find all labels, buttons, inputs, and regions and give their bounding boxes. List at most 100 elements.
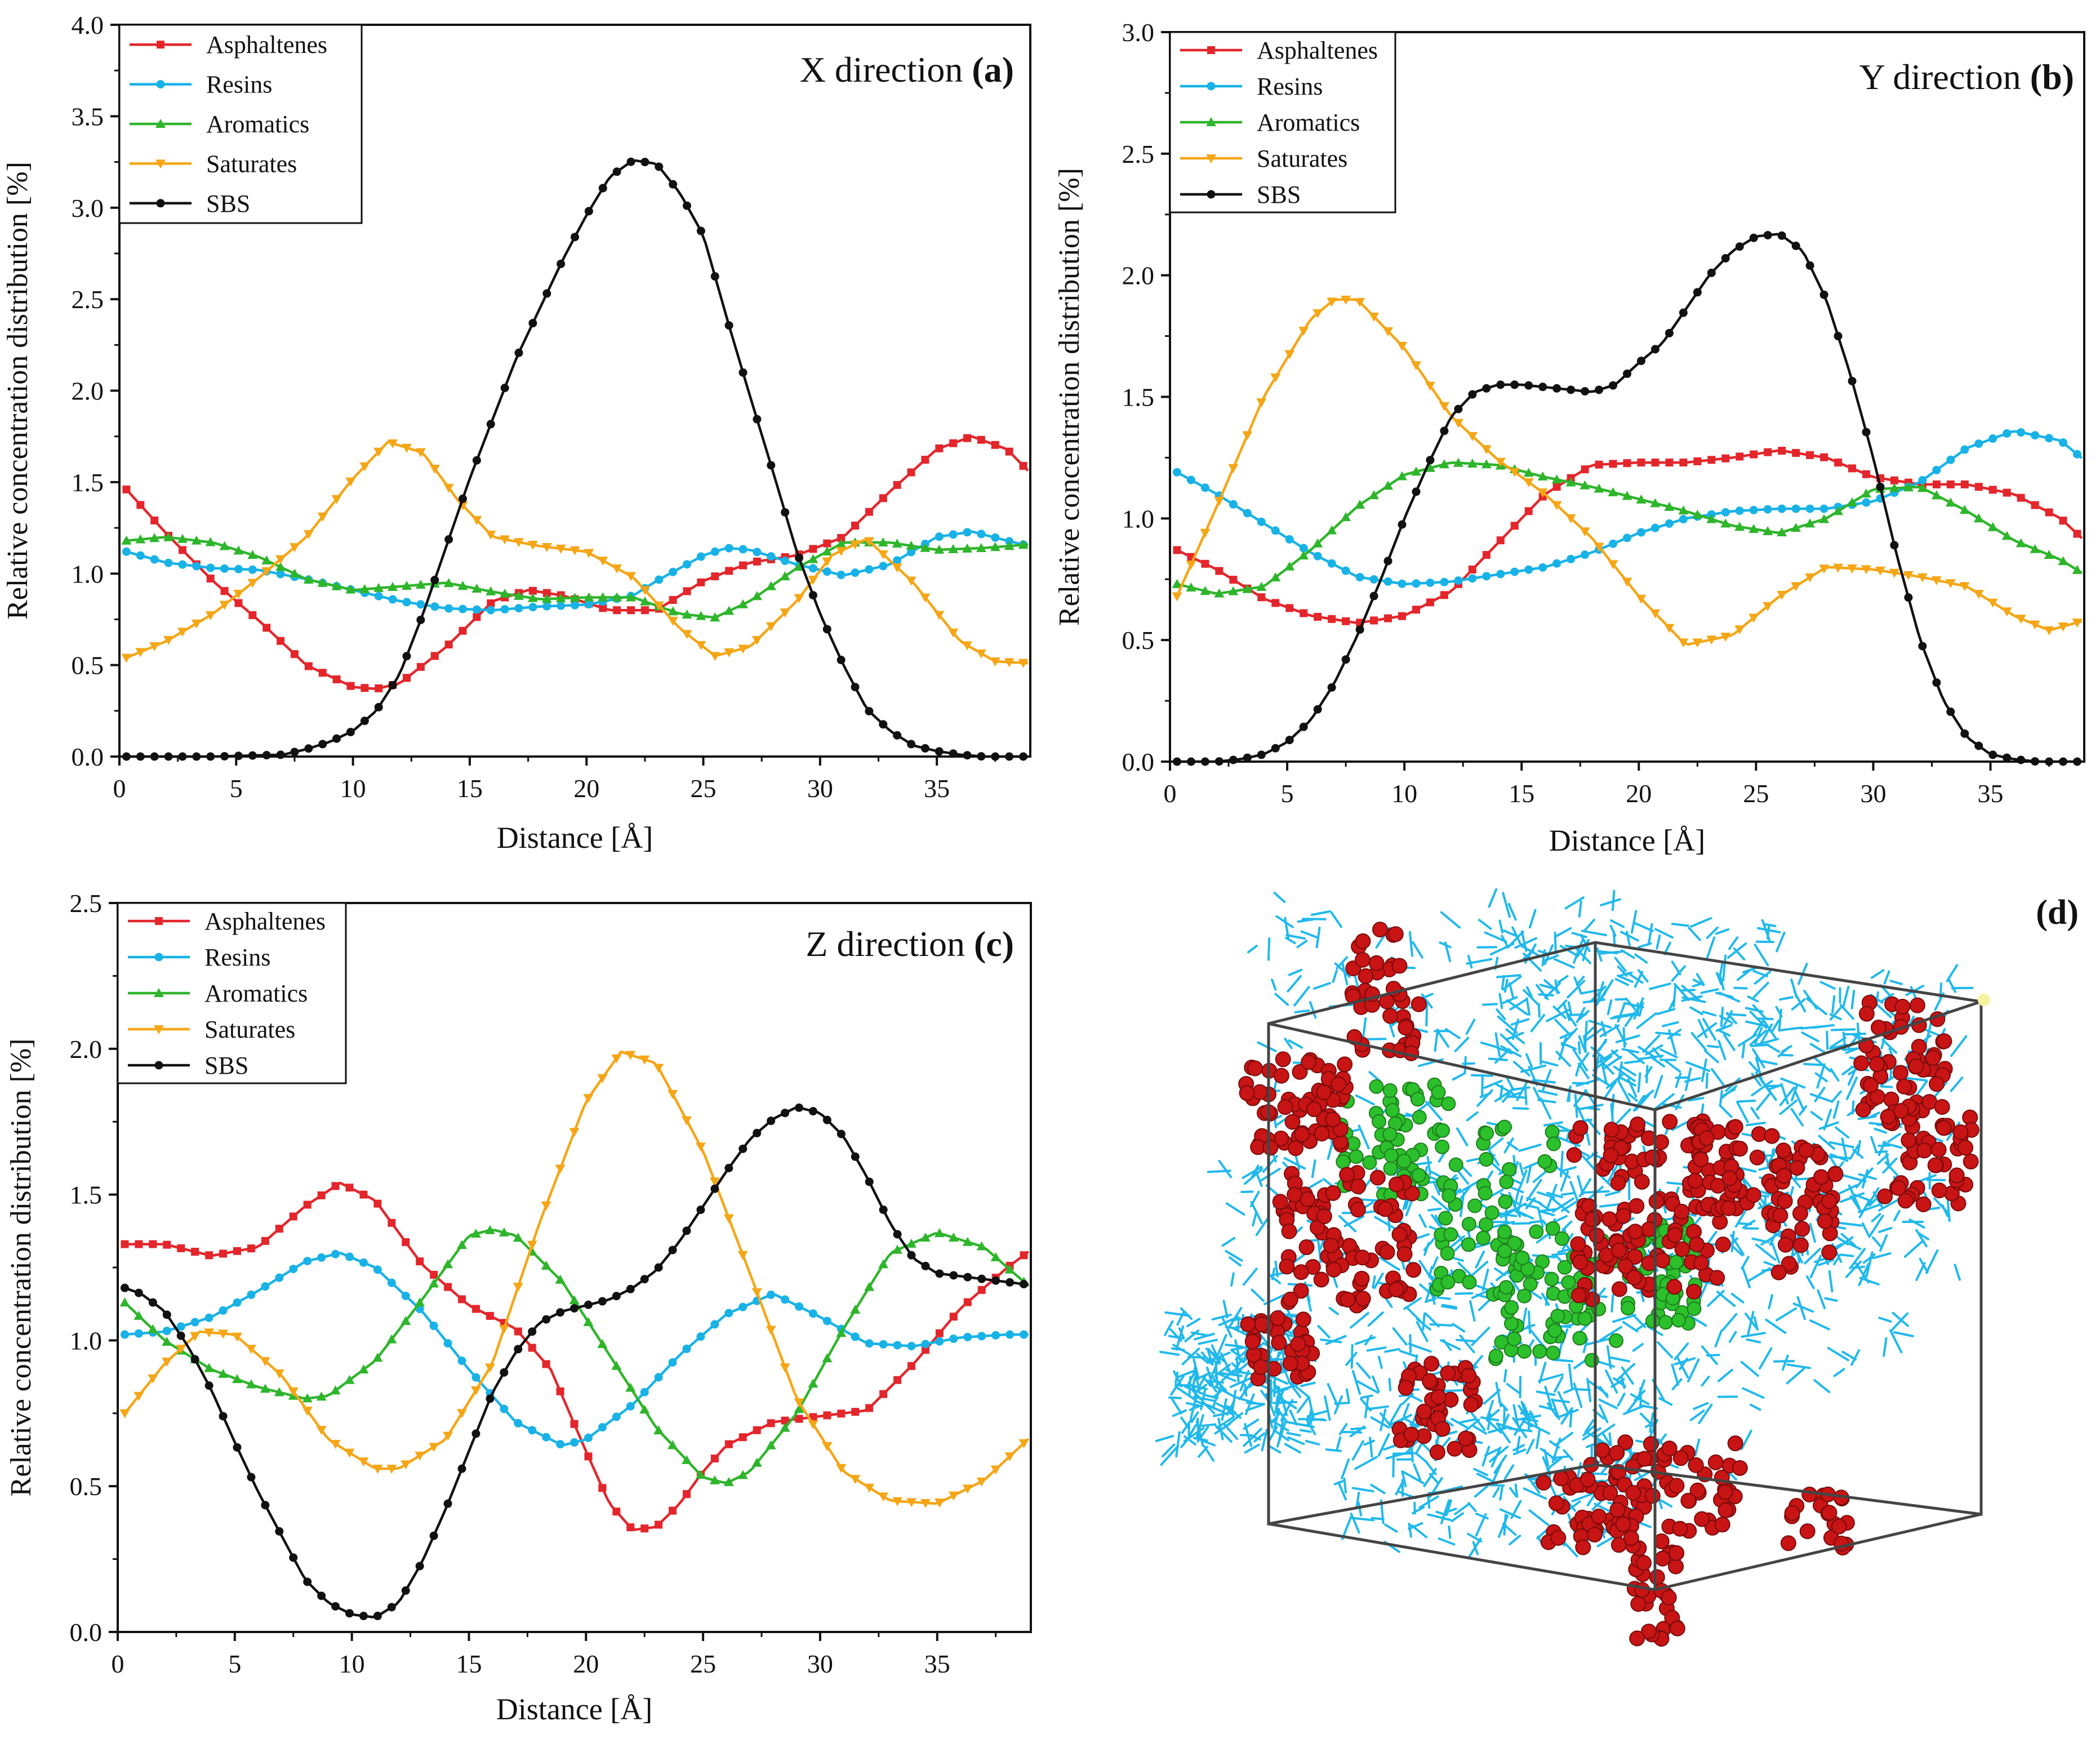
data-point-asphaltenes (1285, 604, 1294, 612)
resin-bond (1455, 1338, 1476, 1342)
resin-bond (1573, 1382, 1583, 1408)
data-point-asphaltenes (1820, 453, 1828, 461)
resin-bond (1581, 929, 1607, 936)
resin-bond (1526, 1178, 1542, 1202)
resin-bond (1190, 1411, 1199, 1424)
data-point-saturates (1622, 577, 1632, 587)
resin-bond (1763, 1020, 1778, 1040)
asphaltene-atom (1792, 1237, 1809, 1253)
resin-bond (1753, 1316, 1759, 1329)
resin-bond (1178, 1327, 1185, 1340)
data-point-saturates (148, 1374, 158, 1384)
resin-bond (1596, 1424, 1616, 1438)
resin-bond (1692, 982, 1705, 988)
data-point-resins (822, 567, 831, 576)
resin-bond (1751, 1237, 1770, 1244)
resin-bond (1833, 1368, 1845, 1377)
data-point-resins (571, 601, 579, 610)
series-line-saturates (126, 441, 1029, 665)
resin-bond (1642, 1034, 1661, 1053)
data-point-saturates (233, 589, 244, 599)
data-point-resins (1567, 554, 1576, 563)
resin-bond (1693, 1402, 1709, 1410)
data-point-resins (935, 532, 944, 541)
asphaltene-atom (1727, 1435, 1743, 1452)
data-point-aromatics (1861, 488, 1871, 498)
asphaltene-atom (1957, 1140, 1974, 1156)
data-point-aromatics (598, 592, 608, 602)
aromatic-atom (1476, 1230, 1491, 1246)
data-point-saturates (583, 1094, 594, 1104)
resin-bond (1803, 990, 1818, 1010)
asphaltene-atom (1777, 1237, 1794, 1253)
y-tick-label: 1.0 (72, 559, 104, 588)
asphaltene-atom (1784, 1505, 1800, 1522)
data-point-sbs (346, 727, 355, 736)
asphaltene-atom (1284, 1114, 1301, 1130)
data-point-aromatics (892, 538, 902, 548)
asphaltene-atom (1461, 1367, 1477, 1384)
series-line-resins (124, 1251, 1029, 1446)
data-point-resins (542, 602, 551, 611)
data-point-sbs (669, 180, 678, 189)
data-point-asphaltenes (1988, 486, 1997, 494)
resin-bond (1506, 1095, 1525, 1099)
resin-bond (1392, 1327, 1408, 1346)
data-point-aromatics (1453, 457, 1463, 467)
data-point-sbs (1020, 1280, 1029, 1289)
data-point-saturates (668, 617, 678, 626)
data-point-asphaltenes (949, 1313, 958, 1321)
data-point-aromatics (1903, 482, 1914, 492)
data-point-saturates (1720, 633, 1731, 642)
data-point-saturates (948, 1491, 959, 1501)
resin-bond (1658, 1397, 1673, 1406)
resin-bond (1484, 1447, 1501, 1457)
data-point-asphaltenes (1707, 456, 1716, 464)
resin-bond (1893, 1331, 1914, 1337)
asphaltene-atom (1689, 1236, 1705, 1252)
data-point-asphaltenes (1960, 480, 1969, 488)
x-tick-label: 30 (807, 774, 833, 803)
asphaltene-atom (1636, 1451, 1653, 1467)
resin-bond (1539, 984, 1558, 991)
resin-bond (1355, 1094, 1375, 1106)
asphaltene-atom (1629, 1630, 1645, 1647)
data-point-aromatics (1608, 487, 1618, 496)
resin-bond (1598, 1404, 1609, 1424)
data-point-aromatics (948, 544, 959, 553)
data-point-sbs (963, 1273, 972, 1282)
data-point-resins (359, 1258, 368, 1267)
data-point-sbs (233, 1443, 242, 1452)
data-point-resins (458, 604, 467, 613)
resin-bond (1404, 1438, 1421, 1455)
data-point-aromatics (246, 1379, 256, 1389)
resin-bond (1173, 1370, 1183, 1387)
asphaltene-atom (1780, 1535, 1796, 1551)
resin-bond (1546, 1191, 1563, 1199)
asphaltene-atom (1279, 1258, 1295, 1275)
data-point-sbs (1805, 261, 1814, 270)
resin-bond (1287, 975, 1302, 993)
data-point-asphaltenes (542, 1360, 550, 1368)
asphaltene-atom (1277, 1099, 1293, 1115)
data-point-asphaltenes (1328, 615, 1336, 623)
data-point-aromatics (1945, 497, 1956, 507)
resin-bond (1818, 1258, 1835, 1266)
asphaltene-atom (1710, 1177, 1726, 1194)
resin-bond (1384, 1347, 1400, 1353)
resin-bond (1218, 1159, 1233, 1178)
resin-bond (1196, 1384, 1208, 1392)
data-point-resins (598, 1423, 607, 1432)
resin-bond (1514, 937, 1538, 949)
data-point-aromatics (219, 541, 230, 550)
data-point-saturates (330, 1440, 341, 1449)
asphaltene-atom (1707, 1454, 1724, 1470)
resin-bond (1467, 954, 1473, 969)
resin-bond (1311, 1159, 1316, 1178)
asphaltene-atom (1570, 1236, 1586, 1252)
data-point-saturates (682, 630, 692, 639)
x-tick-label: 10 (1391, 779, 1417, 808)
resin-bond (1212, 1384, 1223, 1407)
resin-bond (1301, 1424, 1315, 1429)
data-point-sbs (963, 751, 972, 760)
